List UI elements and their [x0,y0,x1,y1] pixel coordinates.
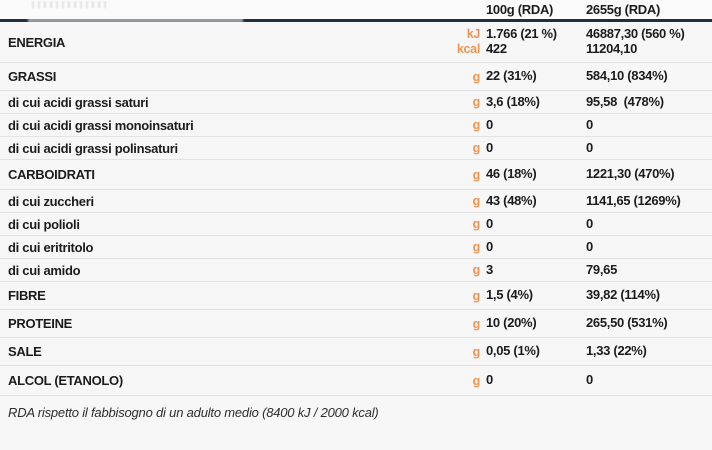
nutrient-row-fibre: FIBRE g 1,5 (4%) 39,82 (114%) [0,282,712,310]
nutrient-row-sale: SALE g 0,05 (1%) 1,33 (22%) [0,338,712,366]
value-100g: 0 [486,116,493,132]
nutrient-row-grassi: GRASSI g 22 (31%) 584,10 (834%) [0,63,712,91]
nutrient-label: di cui acidi grassi monoinsaturi [8,117,194,133]
nutrition-table: 100g (RDA) 2655g (RDA) ENERGIA kJ kcal 1… [0,0,712,420]
value-100g-kj: 1.766 (21 %) [486,26,557,41]
nutrient-label: PROTEINE [8,316,73,331]
nutrient-label: ENERGIA [8,34,66,50]
value-2655g: 95,58 (478%) [586,93,664,109]
value-100g: 10 (20%) [486,315,537,330]
nutrient-label: SALE [8,344,42,359]
unit-label: g [472,141,481,155]
value-2655g: 0 [586,139,593,155]
unit-label: g [472,95,481,109]
nutrient-label: di cui acidi grassi saturi [8,94,149,110]
value-2655g: 0 [586,238,593,254]
value-2655g: 79,65 [586,261,618,277]
value-2655g: 0 [586,215,593,231]
unit-label: g [472,288,481,303]
value-2655g-kj: 46887,30 (560 %) [586,26,685,41]
unit-label: g [472,217,481,231]
unit-label: g [472,263,481,277]
value-2655g: 0 [586,372,593,387]
table-header-row: 100g (RDA) 2655g (RDA) [0,0,712,22]
nutrient-label: di cui polioli [8,216,80,232]
nutrient-row-alcol: ALCOL (ETANOLO) g 0 0 [0,366,712,396]
value-100g: 0 [486,139,493,155]
nutrient-row-polioli: di cui polioli g 0 0 [0,213,712,236]
value-100g: 0 [486,372,493,387]
unit-label: g [472,316,481,331]
value-100g: 22 (31%) [486,68,537,83]
nutrient-row-proteine: PROTEINE g 10 (20%) 265,50 (531%) [0,310,712,338]
value-100g: 1.766 (21 %) 422 [480,26,580,56]
value-100g: 1,5 (4%) [486,287,533,302]
nutrient-label: GRASSI [8,69,57,84]
value-2655g: 1221,30 (470%) [586,166,675,181]
value-100g: 0 [486,238,493,254]
value-2655g: 39,82 (114%) [586,287,660,302]
unit-kj: kJ [466,27,481,41]
value-2655g: 265,50 (531%) [586,315,668,330]
value-100g: 0 [486,215,493,231]
unit-label: g [472,167,481,182]
nutrient-label: di cui zuccheri [8,193,94,209]
rda-footnote: RDA rispetto il fabbisogno di un adulto … [8,405,379,420]
unit-label: g [472,69,481,84]
nutrient-row-carboidrati: CARBOIDRATI g 46 (18%) 1221,30 (470%) [0,160,712,190]
value-2655g-kcal: 11204,10 [586,41,638,56]
value-2655g: 0 [586,116,593,132]
nutrient-label: FIBRE [8,288,46,303]
nutrient-row-energia: ENERGIA kJ kcal 1.766 (21 %) 422 46887,3… [0,22,712,63]
nutrient-row-polinsaturi: di cui acidi grassi polinsaturi g 0 0 [0,137,712,160]
unit-label: g [472,240,481,254]
unit-kcal: kcal [456,42,480,56]
unit-label: g [472,118,481,132]
nutrient-label: ALCOL (ETANOLO) [8,373,123,388]
unit-label: g [472,194,481,208]
nutrient-row-amido: di cui amido g 3 79,65 [0,259,712,282]
value-100g: 3 [486,261,493,277]
nutrient-label: di cui eritritolo [8,239,94,255]
unit-label: g [472,373,481,388]
nutrient-row-monoinsaturi: di cui acidi grassi monoinsaturi g 0 0 [0,114,712,137]
unit-label: g [472,344,481,359]
nutrient-label: di cui amido [8,262,81,278]
value-100g: 0,05 (1%) [486,343,540,358]
column-header-100g: 100g (RDA) [486,2,554,17]
nutrient-row-saturi: di cui acidi grassi saturi g 3,6 (18%) 9… [0,91,712,114]
unit-label: kJ kcal [456,27,480,57]
value-100g-kcal: 422 [486,41,507,56]
value-2655g: 584,10 (834%) [586,68,668,83]
value-100g: 3,6 (18%) [486,93,540,109]
value-2655g: 46887,30 (560 %) 11204,10 [580,26,712,56]
column-header-2655g: 2655g (RDA) [586,2,660,17]
value-100g: 46 (18%) [486,166,537,181]
nutrient-label: CARBOIDRATI [8,167,95,182]
nutrient-row-zuccheri: di cui zuccheri g 43 (48%) 1141,65 (1269… [0,190,712,213]
value-2655g: 1,33 (22%) [586,343,647,358]
nutrient-row-eritritolo: di cui eritritolo g 0 0 [0,236,712,259]
value-100g: 43 (48%) [486,192,537,208]
value-2655g: 1141,65 (1269%) [586,192,681,208]
nutrient-label: di cui acidi grassi polinsaturi [8,140,178,156]
